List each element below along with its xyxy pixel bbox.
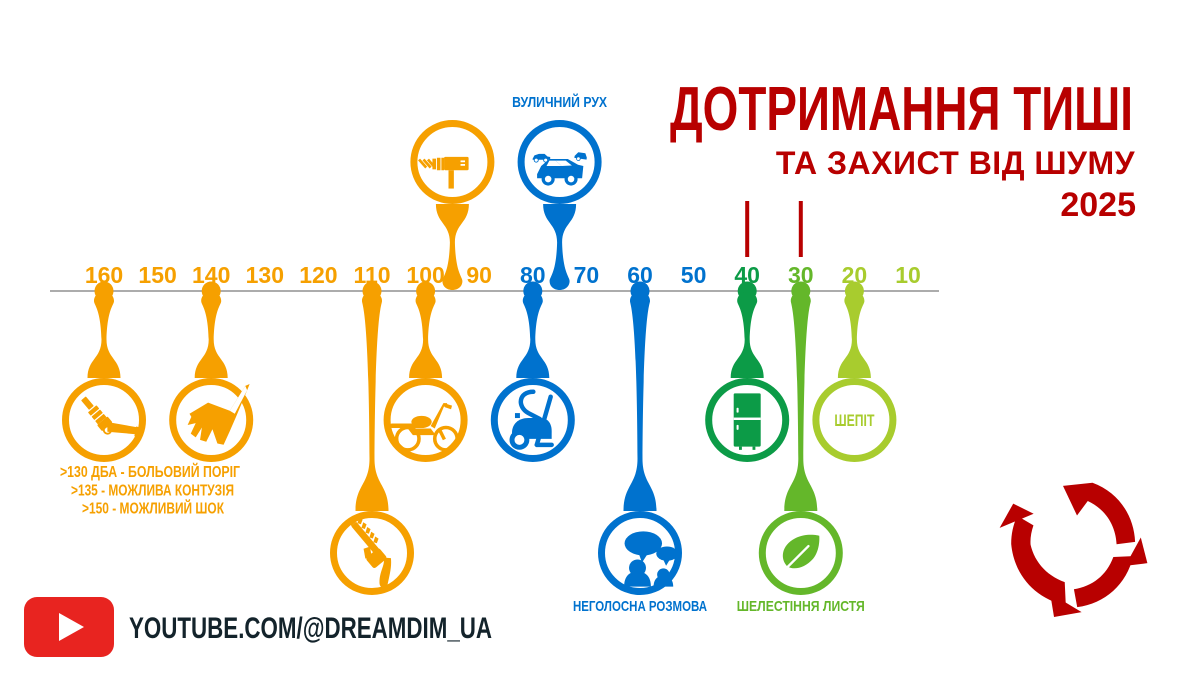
svg-text:130: 130 [246,262,284,288]
svg-text:2025: 2025 [1060,186,1136,224]
svg-text:YOUTUBE.COM/@DREAMDIM_UA: YOUTUBE.COM/@DREAMDIM_UA [129,612,492,645]
svg-text:>135 - МОЖЛИВА КОНТУЗІЯ: >135 - МОЖЛИВА КОНТУЗІЯ [71,482,234,499]
svg-text:ШЕЛЕСТІННЯ ЛИСТЯ: ШЕЛЕСТІННЯ ЛИСТЯ [737,598,865,615]
svg-text:ВУЛИЧНИЙ РУХ: ВУЛИЧНИЙ РУХ [512,93,607,111]
svg-text:50: 50 [681,262,707,288]
svg-text:НЕГОЛОСНА РОЗМОВА: НЕГОЛОСНА РОЗМОВА [573,598,707,615]
svg-text:10: 10 [895,262,921,288]
svg-text:ДОТРИМАННЯ ТИШІ: ДОТРИМАННЯ ТИШІ [670,75,1133,144]
svg-text:ТА ЗАХИСТ ВІД ШУМУ: ТА ЗАХИСТ ВІД ШУМУ [776,145,1136,181]
svg-text:70: 70 [574,262,600,288]
svg-text:>150 - МОЖЛИВИЙ ШОК: >150 - МОЖЛИВИЙ ШОК [82,500,224,518]
svg-text:>130 ДБА - БОЛЬОВИЙ ПОРІГ: >130 ДБА - БОЛЬОВИЙ ПОРІГ [60,463,240,481]
svg-text:90: 90 [466,262,492,288]
svg-text:150: 150 [138,262,176,288]
svg-text:ШЕПІТ: ШЕПІТ [834,411,874,430]
svg-text:120: 120 [299,262,337,288]
